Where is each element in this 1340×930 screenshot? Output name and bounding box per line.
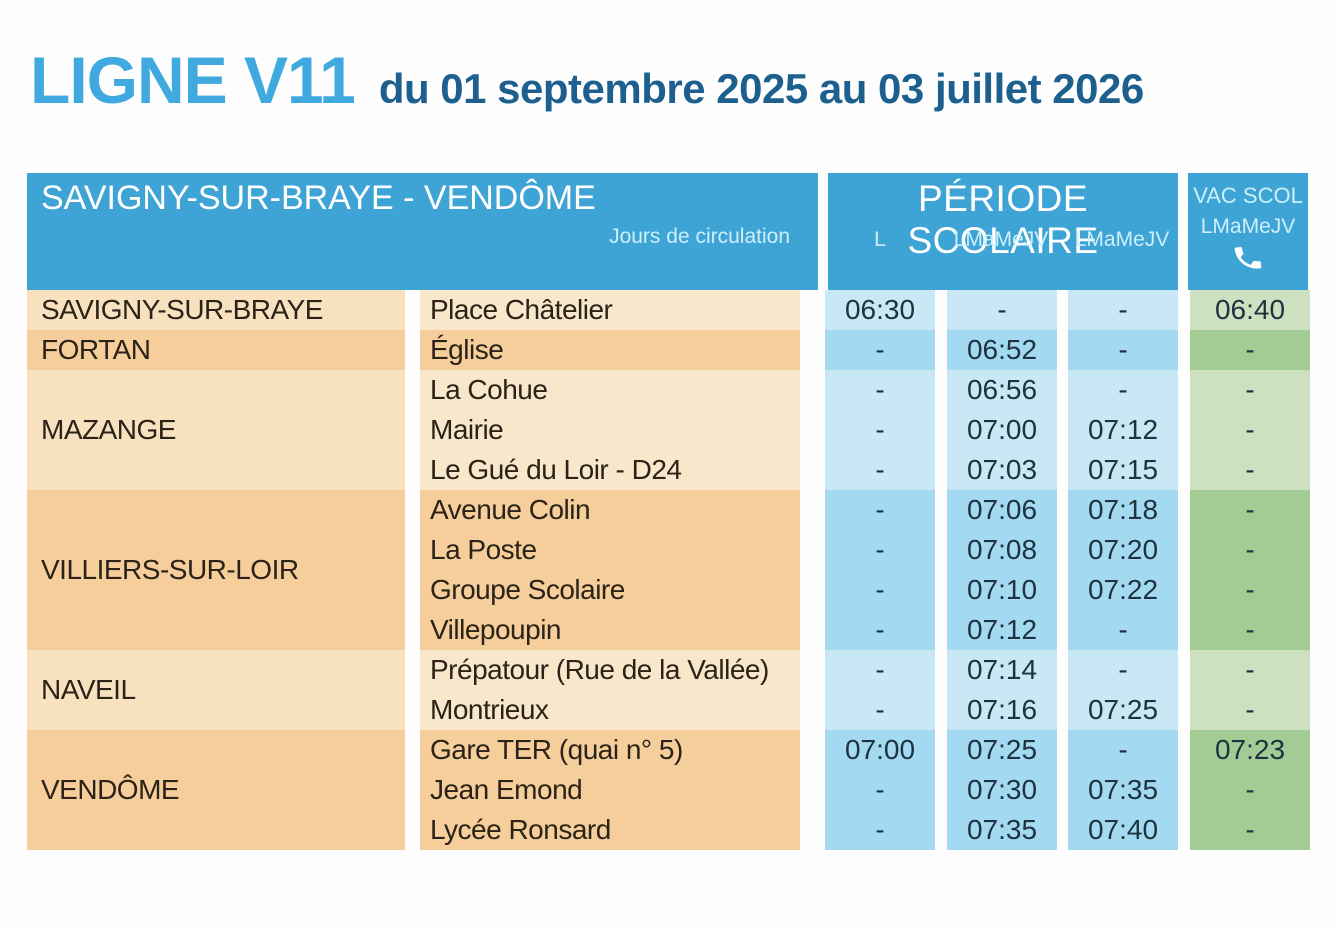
vac-time-cell: - (1190, 450, 1310, 490)
commune-cell: SAVIGNY-SUR-BRAYE (27, 290, 405, 330)
stop-cell: Villepoupin (420, 610, 800, 650)
table-header-route: SAVIGNY-SUR-BRAYE - VENDÔME Jours de cir… (27, 173, 818, 290)
time-cell: - (947, 290, 1057, 330)
time-cell: - (825, 570, 935, 610)
time-cell: - (1068, 650, 1178, 690)
time-cell: - (825, 410, 935, 450)
time-cell: - (825, 490, 935, 530)
time-cell: - (825, 610, 935, 650)
time-cell: 07:10 (947, 570, 1057, 610)
periode-scolaire-title: PÉRIODE SCOLAIRE (907, 178, 1099, 261)
time-cell: - (825, 770, 935, 810)
vac-time-cell: - (1190, 410, 1310, 450)
time-cell: 07:35 (947, 810, 1057, 850)
vac-time-cell: - (1190, 690, 1310, 730)
line-title: LIGNE V11 (30, 43, 356, 117)
time-cell: 07:25 (1068, 690, 1178, 730)
time-cell: 07:30 (947, 770, 1057, 810)
time-cell: 07:03 (947, 450, 1057, 490)
time-cell: 07:14 (947, 650, 1057, 690)
time-cell: - (825, 370, 935, 410)
time-cell: - (1068, 370, 1178, 410)
vac-time-cell: - (1190, 610, 1310, 650)
commune-cell: VILLIERS-SUR-LOIR (27, 490, 405, 650)
commune-cell: MAZANGE (27, 370, 405, 490)
commune-cell: NAVEIL (27, 650, 405, 730)
vac-time-cell: - (1190, 810, 1310, 850)
time-cell: 07:16 (947, 690, 1057, 730)
time-cell: - (825, 450, 935, 490)
vac-scol-title: VAC SCOL (1193, 183, 1303, 208)
time-cell: 07:12 (1068, 410, 1178, 450)
time-cell: 06:52 (947, 330, 1057, 370)
time-cell: 07:00 (825, 730, 935, 770)
day-label-col1: L (874, 228, 886, 251)
route-title: SAVIGNY-SUR-BRAYE - VENDÔME (41, 179, 596, 217)
time-cell: 07:06 (947, 490, 1057, 530)
day-label-col3: LMaMeJV (1074, 228, 1170, 251)
stop-cell: Le Gué du Loir - D24 (420, 450, 800, 490)
time-cell: - (825, 330, 935, 370)
time-cell: - (1068, 610, 1178, 650)
vac-time-cell: - (1190, 370, 1310, 410)
vac-time-cell: - (1190, 570, 1310, 610)
stop-cell: La Poste (420, 530, 800, 570)
stop-cell: Lycée Ronsard (420, 810, 800, 850)
time-cell: - (1068, 330, 1178, 370)
time-cell: 07:08 (947, 530, 1057, 570)
time-cell: - (825, 690, 935, 730)
stop-cell: Avenue Colin (420, 490, 800, 530)
vac-time-cell: 06:40 (1190, 290, 1310, 330)
time-cell: - (825, 810, 935, 850)
stop-cell: Place Châtelier (420, 290, 800, 330)
table-header-vac-scol: VAC SCOL LMaMeJV (1188, 173, 1308, 290)
time-cell: 07:18 (1068, 490, 1178, 530)
time-cell: - (1068, 730, 1178, 770)
time-cell: 07:40 (1068, 810, 1178, 850)
stop-cell: Gare TER (quai n° 5) (420, 730, 800, 770)
jours-de-circulation-label: Jours de circulation (609, 225, 790, 248)
commune-cell: VENDÔME (27, 730, 405, 850)
timetable-body: SAVIGNY-SUR-BRAYE Place Châtelier 06:30- -0… (27, 290, 1310, 850)
validity-period: du 01 septembre 2025 au 03 juillet 2026 (378, 65, 1144, 112)
vac-time-cell: - (1190, 490, 1310, 530)
stop-cell: Jean Emond (420, 770, 800, 810)
vac-time-cell: - (1190, 650, 1310, 690)
time-cell: 07:15 (1068, 450, 1178, 490)
vac-time-cell: 07:23 (1190, 730, 1310, 770)
commune-cell: FORTAN (27, 330, 405, 370)
time-cell: 07:25 (947, 730, 1057, 770)
day-label-col2: LMaMeJV (953, 228, 1049, 251)
vac-scol-day-label: LMaMeJV (1200, 215, 1296, 238)
phone-icon (1232, 242, 1264, 279)
time-cell: - (825, 530, 935, 570)
time-cell: 07:00 (947, 410, 1057, 450)
stop-cell: Montrieux (420, 690, 800, 730)
stop-cell: Mairie (420, 410, 800, 450)
time-cell: 07:20 (1068, 530, 1178, 570)
time-cell: - (825, 650, 935, 690)
stop-cell: Église (420, 330, 800, 370)
vac-time-cell: - (1190, 770, 1310, 810)
time-cell: 06:56 (947, 370, 1057, 410)
time-cell: 07:22 (1068, 570, 1178, 610)
vac-time-cell: - (1190, 330, 1310, 370)
vac-time-cell: - (1190, 530, 1310, 570)
time-cell: 07:12 (947, 610, 1057, 650)
time-cell: - (1068, 290, 1178, 330)
document-title-row: LIGNE V11 du 01 septembre 2025 au 03 jui… (30, 42, 1144, 118)
time-cell: 06:30 (825, 290, 935, 330)
stop-cell: Groupe Scolaire (420, 570, 800, 610)
time-cell: 07:35 (1068, 770, 1178, 810)
stop-cell: La Cohue (420, 370, 800, 410)
stop-cell: Prépatour (Rue de la Vallée) (420, 650, 800, 690)
table-header-periode-scolaire: PÉRIODE SCOLAIRE L LMaMeJV LMaMeJV (828, 173, 1178, 290)
